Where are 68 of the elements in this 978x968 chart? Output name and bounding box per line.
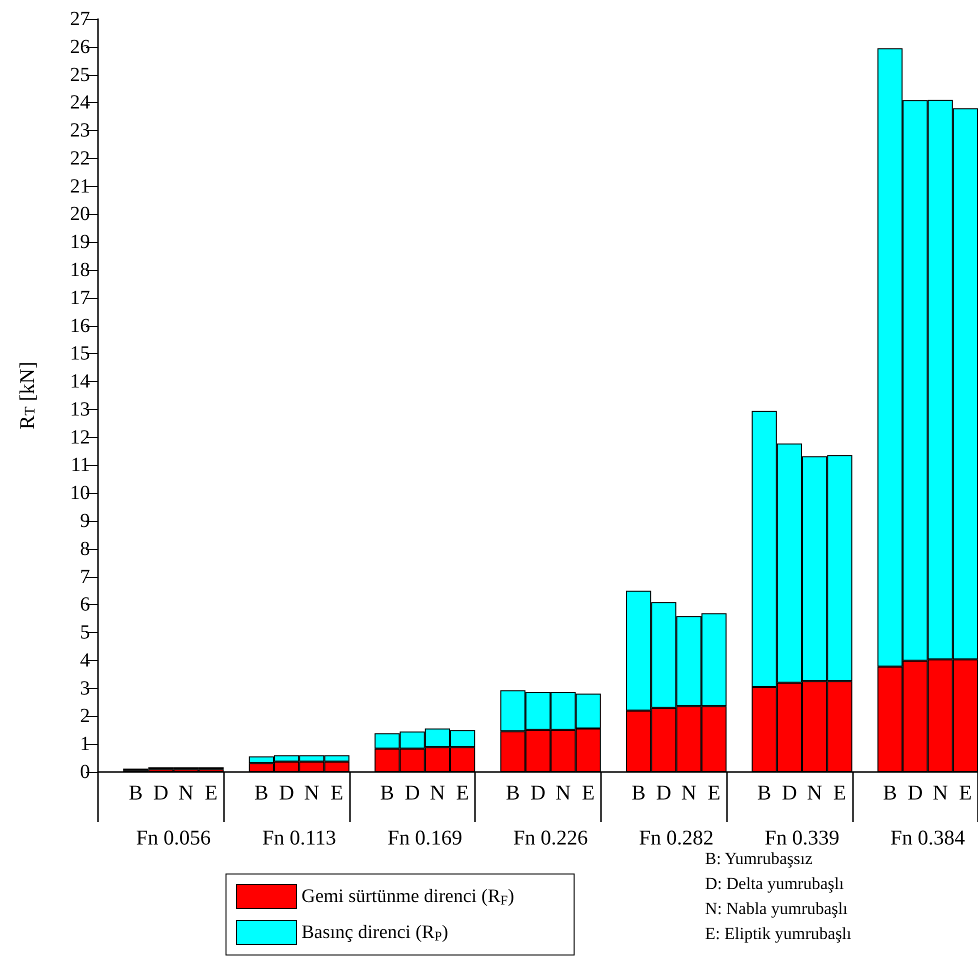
y-tick-label: 21 (70, 175, 90, 198)
x-tick-label: N (681, 780, 696, 804)
y-tick-label: 7 (80, 566, 90, 588)
text: D: Delta yumrubaşlı (705, 874, 844, 893)
x-tick-label: E (456, 780, 469, 804)
y-tick-label: 4 (80, 649, 90, 672)
text: N: Nabla yumrubaşlı (705, 899, 848, 918)
y-tick-label: 19 (70, 231, 90, 254)
x-tick-label: B (506, 780, 520, 804)
y-tick-label: 14 (70, 370, 90, 393)
text: Fn 0.226 (513, 826, 588, 850)
y-tick-label: 18 (70, 259, 90, 281)
x-tick-label: N (304, 780, 320, 804)
x-tick-label: D (656, 780, 672, 804)
y-tick-label: 11 (70, 454, 90, 476)
text: Fn 0.282 (638, 826, 714, 850)
y-tick-label: 17 (70, 286, 90, 309)
y-tick-label: 12 (70, 426, 90, 448)
y-tick-label: 2 (80, 705, 90, 728)
y-tick-label: 9 (80, 510, 90, 532)
x-tick-label: B (632, 780, 646, 804)
y-axis-title: RT [kN] (14, 362, 39, 430)
text: Fn 0.339 (764, 826, 840, 850)
x-tick-label: N (932, 780, 948, 804)
x-tick-label: E (204, 780, 218, 804)
y-tick-label: 8 (80, 538, 90, 560)
y-tick-label: 15 (70, 342, 90, 365)
y-tick-label: 26 (70, 36, 90, 58)
x-tick-label: D (908, 780, 923, 804)
x-tick-label: B (882, 780, 898, 804)
x-tick-label: E (959, 780, 972, 804)
x-tick-label: D (530, 780, 546, 804)
x-tick-label: D (278, 780, 294, 804)
x-tick-label: B (128, 780, 143, 804)
x-tick-label: E (833, 780, 846, 804)
x-tick-label: N (806, 780, 822, 804)
y-tick-label: 20 (70, 203, 90, 226)
x-tick-label: D (153, 780, 168, 804)
y-tick-label: 27 (70, 8, 90, 30)
y-tick-label: 10 (70, 482, 90, 504)
x-tick-label: D (404, 780, 420, 804)
x-tick-label: N (178, 780, 194, 804)
x-tick-label: B (254, 780, 268, 804)
x-tick-label: B (757, 780, 772, 804)
x-tick-label: E (582, 780, 595, 804)
text: Fn 0.384 (890, 826, 966, 850)
text: Fn 0.056 (136, 826, 211, 850)
y-tick-label: 22 (70, 147, 90, 170)
legend-label: Gemi sürtünme direnci (RF) (302, 886, 514, 908)
x-tick-label: B (380, 780, 394, 804)
legend-label: Basınç direnci (RP) (302, 922, 448, 944)
y-tick-label: 24 (70, 92, 90, 114)
text: E: Eliptik yumrubaşlı (705, 924, 852, 943)
text: Fn 0.113 (262, 826, 336, 850)
x-tick-label: N (556, 780, 571, 804)
x-tick-label: E (330, 780, 344, 804)
text: B: Yumrubaşsız (705, 849, 813, 868)
y-tick-label: 25 (70, 64, 90, 86)
x-tick-label: E (708, 780, 720, 804)
y-tick-label: 6 (80, 594, 90, 616)
y-tick-label: 13 (70, 398, 90, 420)
y-tick-label: 16 (70, 314, 90, 337)
x-tick-label: D (782, 780, 798, 804)
y-tick-label: 23 (70, 120, 90, 142)
x-tick-label: N (430, 780, 446, 804)
y-tick-label: 0 (80, 761, 90, 783)
text: Fn 0.169 (388, 826, 462, 850)
y-tick-label: 1 (80, 733, 90, 756)
